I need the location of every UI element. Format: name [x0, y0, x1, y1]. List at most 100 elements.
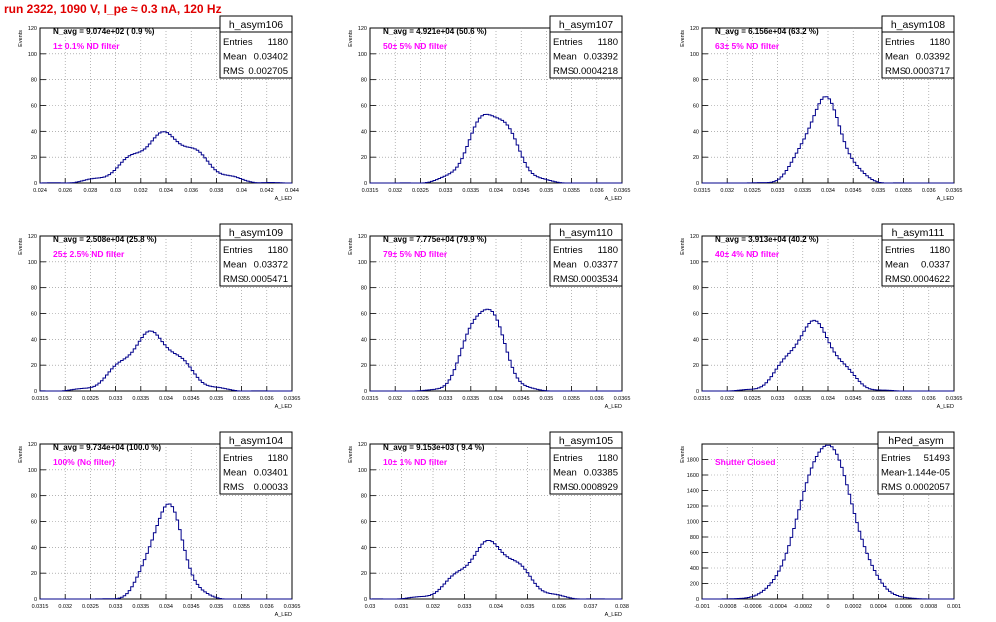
stats-value: 51493: [924, 453, 950, 464]
x-tick-label: 0.0355: [233, 396, 250, 402]
stats-box-frame: [881, 31, 955, 79]
x-tick-label: -0.0004: [768, 604, 787, 610]
stats-key: Mean: [223, 260, 247, 271]
y-tick-label: 200: [690, 582, 699, 588]
x-axis-label: A_LED: [275, 404, 292, 410]
histogram-line: [702, 444, 955, 600]
stats-key: Mean: [223, 468, 247, 479]
navg-label: N_avg = 2.508e+04 (25.8 %): [53, 235, 157, 244]
x-tick-label: 0.0315: [32, 604, 49, 610]
histogram-panel-h_asym110: 0.0315 0.032 0.0325 0.033 0.0335 0.034 0.0345 0…: [348, 223, 630, 410]
stats-box-title: hPed_asym: [888, 435, 944, 447]
x-tick-label: 0.033: [771, 396, 785, 402]
histogram-panel-h_asym109: 0.0315 0.032 0.0325 0.033 0.0335 0.034 0.0345 0…: [18, 223, 301, 410]
stats-value: 1180: [268, 453, 288, 464]
y-axis-label: Events: [348, 446, 354, 463]
y-tick-label: 0: [364, 597, 367, 603]
y-axis-label: Events: [18, 446, 24, 463]
stats-value: 0.0004218: [573, 66, 618, 77]
stats-box-frame: [219, 447, 293, 495]
histogram-line: [40, 503, 292, 600]
stats-value: 0.0003534: [573, 274, 618, 285]
stats-box-title: h_asym104: [229, 435, 283, 447]
x-tick-label: 0.036: [260, 604, 274, 610]
x-tick-label: 0.036: [922, 188, 936, 194]
y-tick-label: 80: [31, 494, 37, 500]
y-tick-label: 0: [696, 389, 699, 395]
x-tick-label: 0.0315: [32, 396, 49, 402]
y-tick-label: 60: [361, 312, 367, 318]
x-tick-label: 0.034: [159, 396, 173, 402]
histogram-line: [369, 540, 622, 600]
x-tick-label: 0.035: [210, 604, 224, 610]
x-tick-label: 0.032: [388, 396, 402, 402]
y-axis-label: Events: [18, 238, 24, 255]
stats-box-frame: [219, 239, 293, 287]
histogram-line: [701, 319, 954, 392]
filter-label: Shutter Closed: [715, 457, 775, 467]
x-tick-label: 0.037: [584, 604, 598, 610]
y-tick-label: 100: [358, 260, 367, 266]
x-tick-label: 0.032: [720, 396, 734, 402]
x-tick-label: 0.036: [590, 188, 604, 194]
y-tick-label: 40: [361, 129, 367, 135]
stats-box-title: h_asym107: [559, 19, 613, 31]
x-tick-label: 0.031: [395, 604, 409, 610]
stats-key: RMS: [223, 482, 244, 493]
x-tick-label: 0.034: [821, 188, 835, 194]
navg-label: N_avg = 3.913e+04 (40.2 %): [715, 235, 819, 244]
stats-value: 0.0008929: [573, 482, 618, 493]
stats-value: 0.0337: [921, 260, 950, 271]
stats-key: RMS: [881, 482, 902, 493]
x-tick-label: 0: [826, 604, 829, 610]
x-tick-label: 0.04: [236, 188, 247, 194]
stats-value: 0.0002057: [905, 482, 950, 493]
x-tick-label: 0.0345: [845, 396, 862, 402]
stats-value: 0.0003717: [905, 66, 950, 77]
y-tick-label: 100: [28, 468, 37, 474]
y-tick-label: 0: [696, 181, 699, 187]
x-tick-label: 0.035: [540, 188, 554, 194]
x-tick-label: 0.035: [521, 604, 535, 610]
histogram-panel-h_asym111: 0.0315 0.032 0.0325 0.033 0.0335 0.034 0.0345 0…: [680, 223, 962, 410]
stats-box-frame: [219, 31, 293, 79]
stats-value: 0.0005471: [243, 274, 288, 285]
y-tick-label: 100: [28, 52, 37, 58]
filter-label: 50± 5% ND filter: [383, 41, 448, 51]
y-tick-label: 1400: [687, 489, 699, 495]
histogram-line: [702, 96, 954, 184]
navg-label: N_avg = 4.921e+04 (50.6 %): [383, 27, 487, 36]
stats-box-title: h_asym109: [229, 227, 283, 239]
y-tick-label: 60: [31, 520, 37, 526]
y-tick-label: 40: [693, 337, 699, 343]
navg-label: N_avg = 9.734e+04 (100.0 %): [53, 443, 161, 452]
x-tick-label: -0.0006: [743, 604, 762, 610]
x-tick-label: 0.0355: [233, 604, 250, 610]
stats-box-title: h_asym111: [892, 227, 945, 239]
y-tick-label: 120: [358, 442, 367, 448]
stats-key: Mean: [885, 260, 909, 271]
x-tick-label: 0.036: [552, 604, 566, 610]
navg-label: N_avg = 6.156e+04 (63.2 %): [715, 27, 819, 36]
y-axis-label: Events: [680, 30, 686, 47]
stats-key: Entries: [223, 453, 253, 464]
x-tick-label: 0.042: [260, 188, 274, 194]
y-tick-label: 100: [690, 260, 699, 266]
stats-key: Mean: [885, 52, 909, 63]
y-tick-label: 40: [361, 337, 367, 343]
stats-value: 0.0004622: [905, 274, 950, 285]
x-tick-label: 0.032: [58, 604, 72, 610]
x-tick-label: 0.0365: [946, 188, 963, 194]
x-tick-label: 0.0345: [183, 396, 200, 402]
x-tick-label: 0.044: [285, 188, 299, 194]
x-tick-label: 0.0008: [920, 604, 937, 610]
x-tick-label: -0.0002: [793, 604, 812, 610]
filter-label: 79± 5% ND filter: [383, 249, 448, 259]
stats-value: 1180: [930, 245, 950, 256]
histogram-line: [369, 113, 622, 184]
x-tick-label: 0.0315: [362, 396, 379, 402]
x-axis-label: A_LED: [275, 612, 292, 618]
x-tick-label: 0.0365: [284, 396, 301, 402]
stats-key: Entries: [553, 245, 583, 256]
x-tick-label: 0.036: [184, 188, 198, 194]
